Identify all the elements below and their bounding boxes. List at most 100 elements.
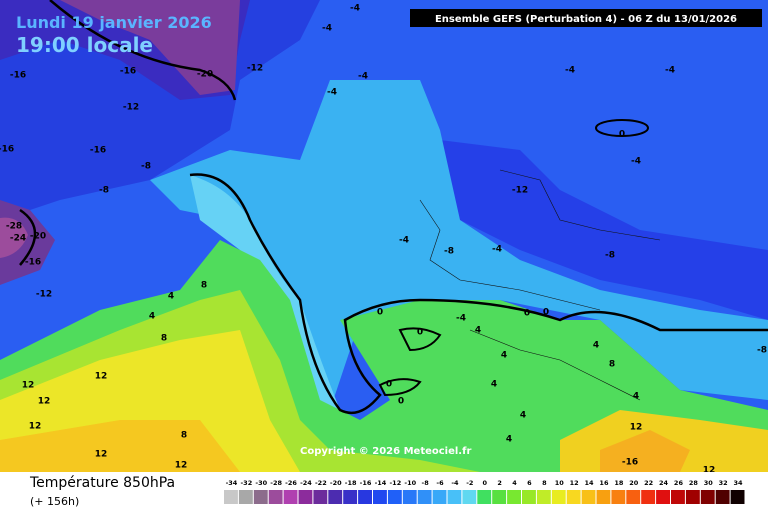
scale-label: 30 bbox=[704, 479, 714, 487]
contour-label: 12 bbox=[703, 466, 716, 476]
zero-isotherm-loop bbox=[378, 378, 422, 397]
scale-label: -32 bbox=[240, 479, 252, 487]
scale-label: 14 bbox=[585, 479, 595, 487]
contour-label: 8 bbox=[161, 334, 167, 344]
color-scale: -34 -32 -30 -28 -26 -24 -22 -20 -18 -16 -14 -12 -10-… bbox=[224, 479, 745, 504]
contour-label: -8 bbox=[444, 247, 454, 257]
scale-label: -18 bbox=[345, 479, 357, 487]
contour-label: 4 bbox=[149, 312, 155, 322]
scale-label: -30 bbox=[255, 479, 267, 487]
contour-label: 12 bbox=[95, 372, 108, 382]
contour-label: 12 bbox=[29, 422, 42, 432]
scale-swatch bbox=[417, 490, 432, 504]
scale-label: -6 bbox=[436, 479, 444, 487]
scale-swatch bbox=[387, 490, 402, 504]
footer-title: Température 850hPa bbox=[29, 475, 175, 491]
field-purple-3 bbox=[0, 217, 28, 258]
contour-label: 4 bbox=[506, 435, 512, 445]
scale-label: 20 bbox=[629, 479, 639, 487]
contour-label: -4 bbox=[631, 157, 641, 167]
scale-swatch bbox=[700, 490, 715, 504]
scale-label: -22 bbox=[315, 479, 327, 487]
contour-label: 0 bbox=[524, 309, 530, 319]
scale-label: -4 bbox=[451, 479, 459, 487]
scale-label: -34 bbox=[226, 479, 238, 487]
scale-swatch bbox=[656, 490, 670, 504]
scale-label: 18 bbox=[614, 479, 624, 487]
scale-label: 0 bbox=[482, 479, 487, 487]
scale-label: -16 bbox=[360, 479, 372, 487]
contour-label: -4 bbox=[350, 4, 360, 14]
scale-swatch bbox=[551, 490, 566, 504]
contour-label: -4 bbox=[399, 236, 409, 246]
contour-label: 8 bbox=[201, 281, 207, 291]
contour-label: -12 bbox=[247, 64, 263, 74]
footer-lead: (+ 156h) bbox=[30, 495, 79, 508]
contour-label: 4 bbox=[168, 292, 174, 302]
contour-label: 12 bbox=[95, 450, 108, 460]
scale-swatch bbox=[536, 490, 551, 504]
scale-label: -20 bbox=[330, 479, 342, 487]
contour-label: -24 bbox=[10, 234, 26, 244]
scale-label: -8 bbox=[422, 479, 430, 487]
scale-label: -2 bbox=[466, 479, 473, 487]
field-cold bbox=[0, 0, 320, 220]
scale-label: 6 bbox=[527, 479, 532, 487]
scale-swatch bbox=[641, 490, 656, 504]
field-purple bbox=[60, 0, 240, 95]
scale-swatch bbox=[522, 490, 536, 504]
time: 19:00 locale bbox=[16, 33, 153, 57]
field-orange bbox=[0, 420, 240, 472]
contour-label: -4 bbox=[358, 72, 368, 82]
scale-label: -12 bbox=[389, 479, 401, 487]
contour-label: -4 bbox=[565, 66, 575, 76]
scale-label: 12 bbox=[570, 479, 579, 487]
contour-label: -16 bbox=[10, 71, 26, 81]
scale-label: 16 bbox=[599, 479, 609, 487]
header-box bbox=[410, 9, 762, 27]
scale-label: -24 bbox=[300, 479, 312, 487]
scale-swatch bbox=[313, 490, 328, 504]
scale-swatch bbox=[492, 490, 507, 504]
contour-label: 4 bbox=[501, 351, 507, 361]
scale-swatch bbox=[358, 490, 372, 504]
contour-label: 4 bbox=[633, 392, 639, 402]
contour-label: -4 bbox=[456, 314, 466, 324]
contour-label: -16 bbox=[25, 258, 41, 268]
contour-label: -4 bbox=[327, 88, 337, 98]
scale-swatch bbox=[477, 490, 492, 504]
contour-label: 12 bbox=[38, 397, 51, 407]
contour-label: -16 bbox=[90, 146, 106, 156]
zero-isotherm bbox=[189, 173, 768, 415]
scale-label: -26 bbox=[285, 479, 297, 487]
contour-label: 12 bbox=[175, 461, 188, 471]
zero-isotherm-loop bbox=[398, 327, 442, 352]
scale-swatch bbox=[402, 490, 417, 504]
contour-label: 4 bbox=[491, 380, 497, 390]
contour-label: -12 bbox=[36, 290, 52, 300]
scale-swatch bbox=[447, 490, 462, 504]
model-info: Ensemble GEFS (Perturbation 4) - 06 Z du… bbox=[435, 14, 737, 25]
contour-label: 0 bbox=[386, 380, 392, 390]
contour-label: -20 bbox=[197, 70, 213, 80]
contour-label: -4 bbox=[492, 245, 502, 255]
scale-swatch bbox=[596, 490, 611, 504]
contour-label: 0 bbox=[619, 130, 625, 140]
scale-swatch bbox=[373, 490, 387, 504]
scale-swatch bbox=[253, 490, 268, 504]
scale-label: 34 bbox=[734, 479, 744, 487]
map-fields bbox=[0, 0, 768, 472]
field-east-orange bbox=[600, 430, 690, 472]
scale-label: 22 bbox=[644, 479, 653, 487]
contour-label: 4 bbox=[520, 411, 526, 421]
contour-label: -16 bbox=[0, 145, 14, 155]
contour-label: 12 bbox=[22, 381, 35, 391]
scale-label: -28 bbox=[270, 479, 282, 487]
scale-label: 28 bbox=[689, 479, 699, 487]
contour-label: -16 bbox=[622, 458, 638, 468]
date: Lundi 19 janvier 2026 bbox=[16, 13, 212, 32]
scale-swatch bbox=[328, 490, 343, 504]
contour-label: 0 bbox=[398, 397, 404, 407]
scale-swatch bbox=[238, 490, 253, 504]
